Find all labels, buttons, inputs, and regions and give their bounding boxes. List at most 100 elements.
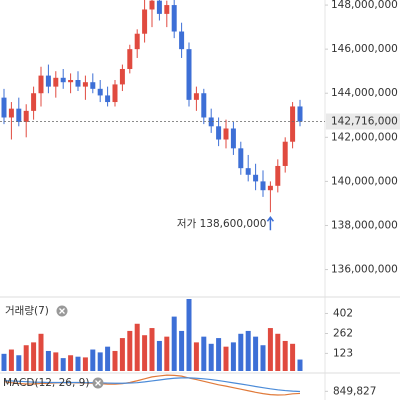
volume-bar — [68, 355, 74, 371]
candle-body — [171, 5, 177, 32]
y-tick-label: 402 — [333, 307, 353, 319]
y-tick-label: 140,000,000 — [331, 175, 398, 187]
candle-body — [75, 80, 81, 87]
volume-bar — [156, 340, 162, 371]
y-tick-label: 123 — [333, 347, 353, 359]
candle-body — [16, 108, 22, 122]
volume-bar — [290, 343, 296, 371]
volume-title: 거래량(7) — [5, 305, 49, 317]
candle-body — [230, 128, 236, 149]
candle-body — [260, 181, 266, 191]
volume-bar — [275, 333, 281, 371]
candle-body — [31, 93, 37, 111]
volume-bar — [223, 346, 229, 371]
candle-body — [82, 82, 88, 87]
candle-body — [245, 168, 251, 175]
candle-body — [290, 106, 296, 142]
volume-bar — [142, 335, 148, 371]
candle-body — [1, 97, 7, 118]
candle-body — [216, 126, 222, 140]
volume-bar — [216, 338, 222, 371]
volume-bar — [38, 333, 44, 371]
volume-bar — [208, 343, 214, 371]
volume-bar — [260, 345, 266, 371]
low-arrow — [266, 215, 274, 231]
candle-body — [238, 148, 244, 169]
volume-bar — [8, 349, 14, 371]
y-tick-label: 262 — [333, 327, 353, 339]
candle-body — [38, 75, 44, 94]
candle-body — [267, 185, 273, 191]
volume-bar — [112, 350, 118, 371]
candle-body — [179, 31, 185, 50]
candle-body — [90, 82, 96, 89]
candle-body — [201, 93, 207, 118]
volume-panel — [1, 299, 303, 371]
candle-body — [45, 75, 51, 87]
candle-body — [208, 117, 214, 127]
y-tick-label: 849,827 — [333, 385, 376, 397]
volume-bar — [31, 342, 37, 371]
y-tick-label: 146,000,000 — [331, 43, 398, 55]
volume-bar — [53, 352, 59, 371]
volume-bar — [267, 328, 273, 371]
close-icon[interactable] — [56, 305, 68, 317]
candle-body — [23, 110, 29, 122]
volume-bar — [171, 316, 177, 371]
candle-body — [297, 106, 303, 122]
volume-bar — [75, 356, 81, 371]
candle-body — [275, 165, 281, 186]
macd-title: MACD(12, 26, 9) — [3, 377, 89, 389]
candle-body — [134, 33, 140, 50]
candle-body — [8, 108, 14, 118]
volume-bar — [238, 333, 244, 371]
volume-bar — [60, 358, 66, 371]
candle-body — [53, 77, 59, 87]
candle-body — [253, 174, 259, 182]
candle-body — [97, 88, 103, 96]
volume-bar — [179, 330, 185, 371]
current-price-label: 142,716,000 — [331, 116, 398, 128]
candle-body — [68, 80, 74, 83]
candle-body — [127, 49, 133, 69]
macd-panel — [3, 374, 301, 396]
volume-bar — [127, 330, 133, 371]
candle-body — [60, 77, 66, 83]
candle-body — [105, 95, 111, 103]
volume-bar — [282, 340, 288, 371]
volume-bar — [149, 328, 155, 371]
close-icon[interactable] — [92, 377, 104, 389]
volume-bar — [297, 359, 303, 371]
candle-body — [186, 49, 192, 100]
volume-bar — [1, 353, 7, 371]
y-tick-label: 148,000,000 — [331, 0, 398, 11]
y-tick-label: 144,000,000 — [331, 87, 398, 99]
volume-bar — [45, 350, 51, 371]
volume-bar — [186, 299, 192, 371]
y-tick-label: 138,000,000 — [331, 219, 398, 231]
volume-bar — [164, 336, 170, 371]
axes: 136,000,000 138,000,000 140,000,000 142,000… — [325, 0, 398, 397]
candle-body — [193, 93, 199, 100]
volume-bar — [23, 345, 29, 371]
candle-body — [156, 0, 162, 14]
volume-bar — [97, 352, 103, 371]
volume-bar — [201, 336, 207, 371]
volume-bar — [105, 346, 111, 371]
candle-body — [149, 0, 155, 10]
candle-body — [223, 128, 229, 140]
price-panel — [1, 0, 303, 213]
candle-body — [119, 68, 125, 85]
volume-bar — [16, 355, 22, 371]
y-tick-label: 136,000,000 — [331, 264, 398, 276]
volume-bar — [245, 330, 251, 371]
candle-body — [112, 84, 118, 103]
volume-bar — [134, 323, 140, 371]
candle-body — [282, 141, 288, 166]
volume-bar — [230, 342, 236, 371]
volume-bar — [119, 338, 125, 371]
volume-bar — [90, 349, 96, 371]
volume-bar — [253, 336, 259, 371]
